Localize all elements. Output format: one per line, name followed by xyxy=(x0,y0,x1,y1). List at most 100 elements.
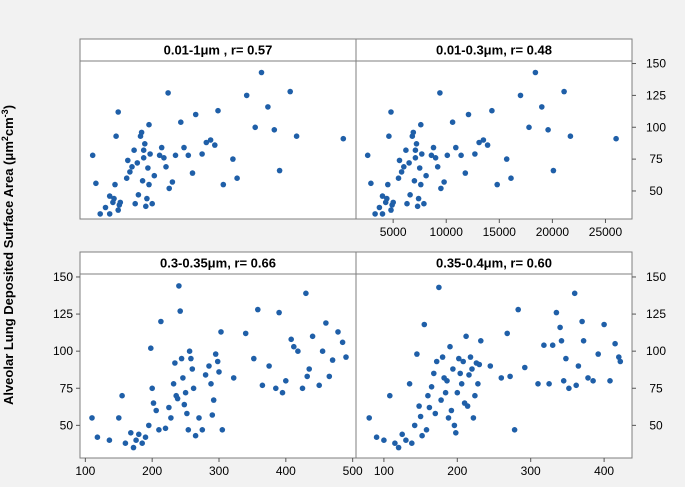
data-point xyxy=(136,431,142,438)
data-point xyxy=(134,160,141,166)
data-point xyxy=(410,129,417,136)
data-point xyxy=(192,432,199,439)
data-point xyxy=(259,382,266,389)
data-point xyxy=(504,330,511,337)
data-point xyxy=(484,142,491,148)
data-point xyxy=(385,181,391,188)
data-point xyxy=(214,358,221,365)
data-point xyxy=(271,127,278,133)
data-point xyxy=(144,195,150,202)
data-point xyxy=(176,283,182,289)
data-point xyxy=(94,434,101,441)
data-point xyxy=(373,434,380,441)
data-point xyxy=(216,369,222,375)
data-point xyxy=(573,382,579,389)
data-point xyxy=(580,338,587,344)
data-point xyxy=(234,175,240,181)
data-point xyxy=(199,151,205,157)
data-point xyxy=(153,407,159,414)
data-point xyxy=(131,147,137,153)
data-point xyxy=(539,104,545,110)
data-point xyxy=(368,180,374,187)
data-point xyxy=(138,129,145,136)
data-point xyxy=(472,392,478,399)
data-point xyxy=(466,372,472,378)
data-point xyxy=(449,119,456,125)
data-point xyxy=(97,211,103,217)
data-point xyxy=(414,351,420,357)
data-point xyxy=(503,156,510,162)
x-tick-label: 25000 xyxy=(589,225,623,239)
data-point xyxy=(190,385,197,392)
data-point xyxy=(212,142,218,148)
data-point xyxy=(181,401,188,408)
data-point xyxy=(590,378,596,384)
data-point xyxy=(456,355,462,362)
data-point xyxy=(127,169,133,175)
data-point xyxy=(133,437,139,444)
data-point xyxy=(115,109,121,115)
data-point xyxy=(532,69,539,76)
data-point xyxy=(453,430,459,436)
data-point xyxy=(407,192,413,198)
x-tick-label: 100 xyxy=(374,464,394,478)
data-point xyxy=(462,170,469,176)
data-point xyxy=(209,412,216,418)
data-point xyxy=(550,167,557,174)
data-point xyxy=(149,200,155,207)
x-tick-label: 20000 xyxy=(536,225,570,239)
y-tick-label: 75 xyxy=(60,381,74,395)
data-point xyxy=(411,178,418,184)
data-point xyxy=(252,124,258,131)
data-point xyxy=(453,144,459,151)
data-point xyxy=(432,410,439,417)
data-point xyxy=(251,355,257,362)
data-point xyxy=(381,437,387,444)
data-point xyxy=(93,180,99,187)
data-point xyxy=(390,199,397,206)
data-point xyxy=(165,90,171,96)
data-point xyxy=(291,343,297,350)
data-point xyxy=(364,152,371,159)
data-point xyxy=(423,172,429,179)
data-point xyxy=(579,318,585,325)
y-tick-label: 150 xyxy=(53,270,73,284)
y-tick-label: 125 xyxy=(53,307,73,321)
data-point xyxy=(445,415,452,421)
data-point xyxy=(546,381,552,387)
data-point xyxy=(418,181,424,188)
data-point xyxy=(467,354,474,360)
data-point xyxy=(106,211,113,217)
data-point xyxy=(498,375,505,381)
data-point xyxy=(163,164,169,170)
data-point xyxy=(230,156,236,162)
data-point xyxy=(258,69,265,76)
data-point xyxy=(457,370,464,377)
data-point xyxy=(143,203,149,210)
plot-area xyxy=(355,60,633,220)
data-point xyxy=(438,397,444,403)
data-point xyxy=(517,92,524,99)
data-point xyxy=(464,403,471,409)
data-point xyxy=(146,121,152,128)
data-point xyxy=(476,139,482,146)
data-point xyxy=(442,389,449,396)
data-point xyxy=(439,354,446,360)
data-point xyxy=(215,107,221,114)
data-point xyxy=(419,432,425,439)
panel-3: 0.3-0.35μm, r= 0.66 50 75 100 125 150 100 200 30… xyxy=(53,251,363,478)
data-point xyxy=(166,404,172,411)
data-point xyxy=(417,413,424,420)
data-point xyxy=(125,157,131,164)
data-point xyxy=(403,437,409,444)
panel-4: 0.35-0.4μm, r= 0.60 50 75 100 125 150 100 200 30… xyxy=(355,251,666,478)
data-point xyxy=(111,195,117,202)
data-point xyxy=(293,133,300,139)
data-point xyxy=(89,415,95,421)
data-point xyxy=(208,381,214,387)
data-point xyxy=(203,139,210,146)
data-point xyxy=(135,192,142,198)
data-point xyxy=(458,381,465,387)
data-point xyxy=(489,107,495,114)
